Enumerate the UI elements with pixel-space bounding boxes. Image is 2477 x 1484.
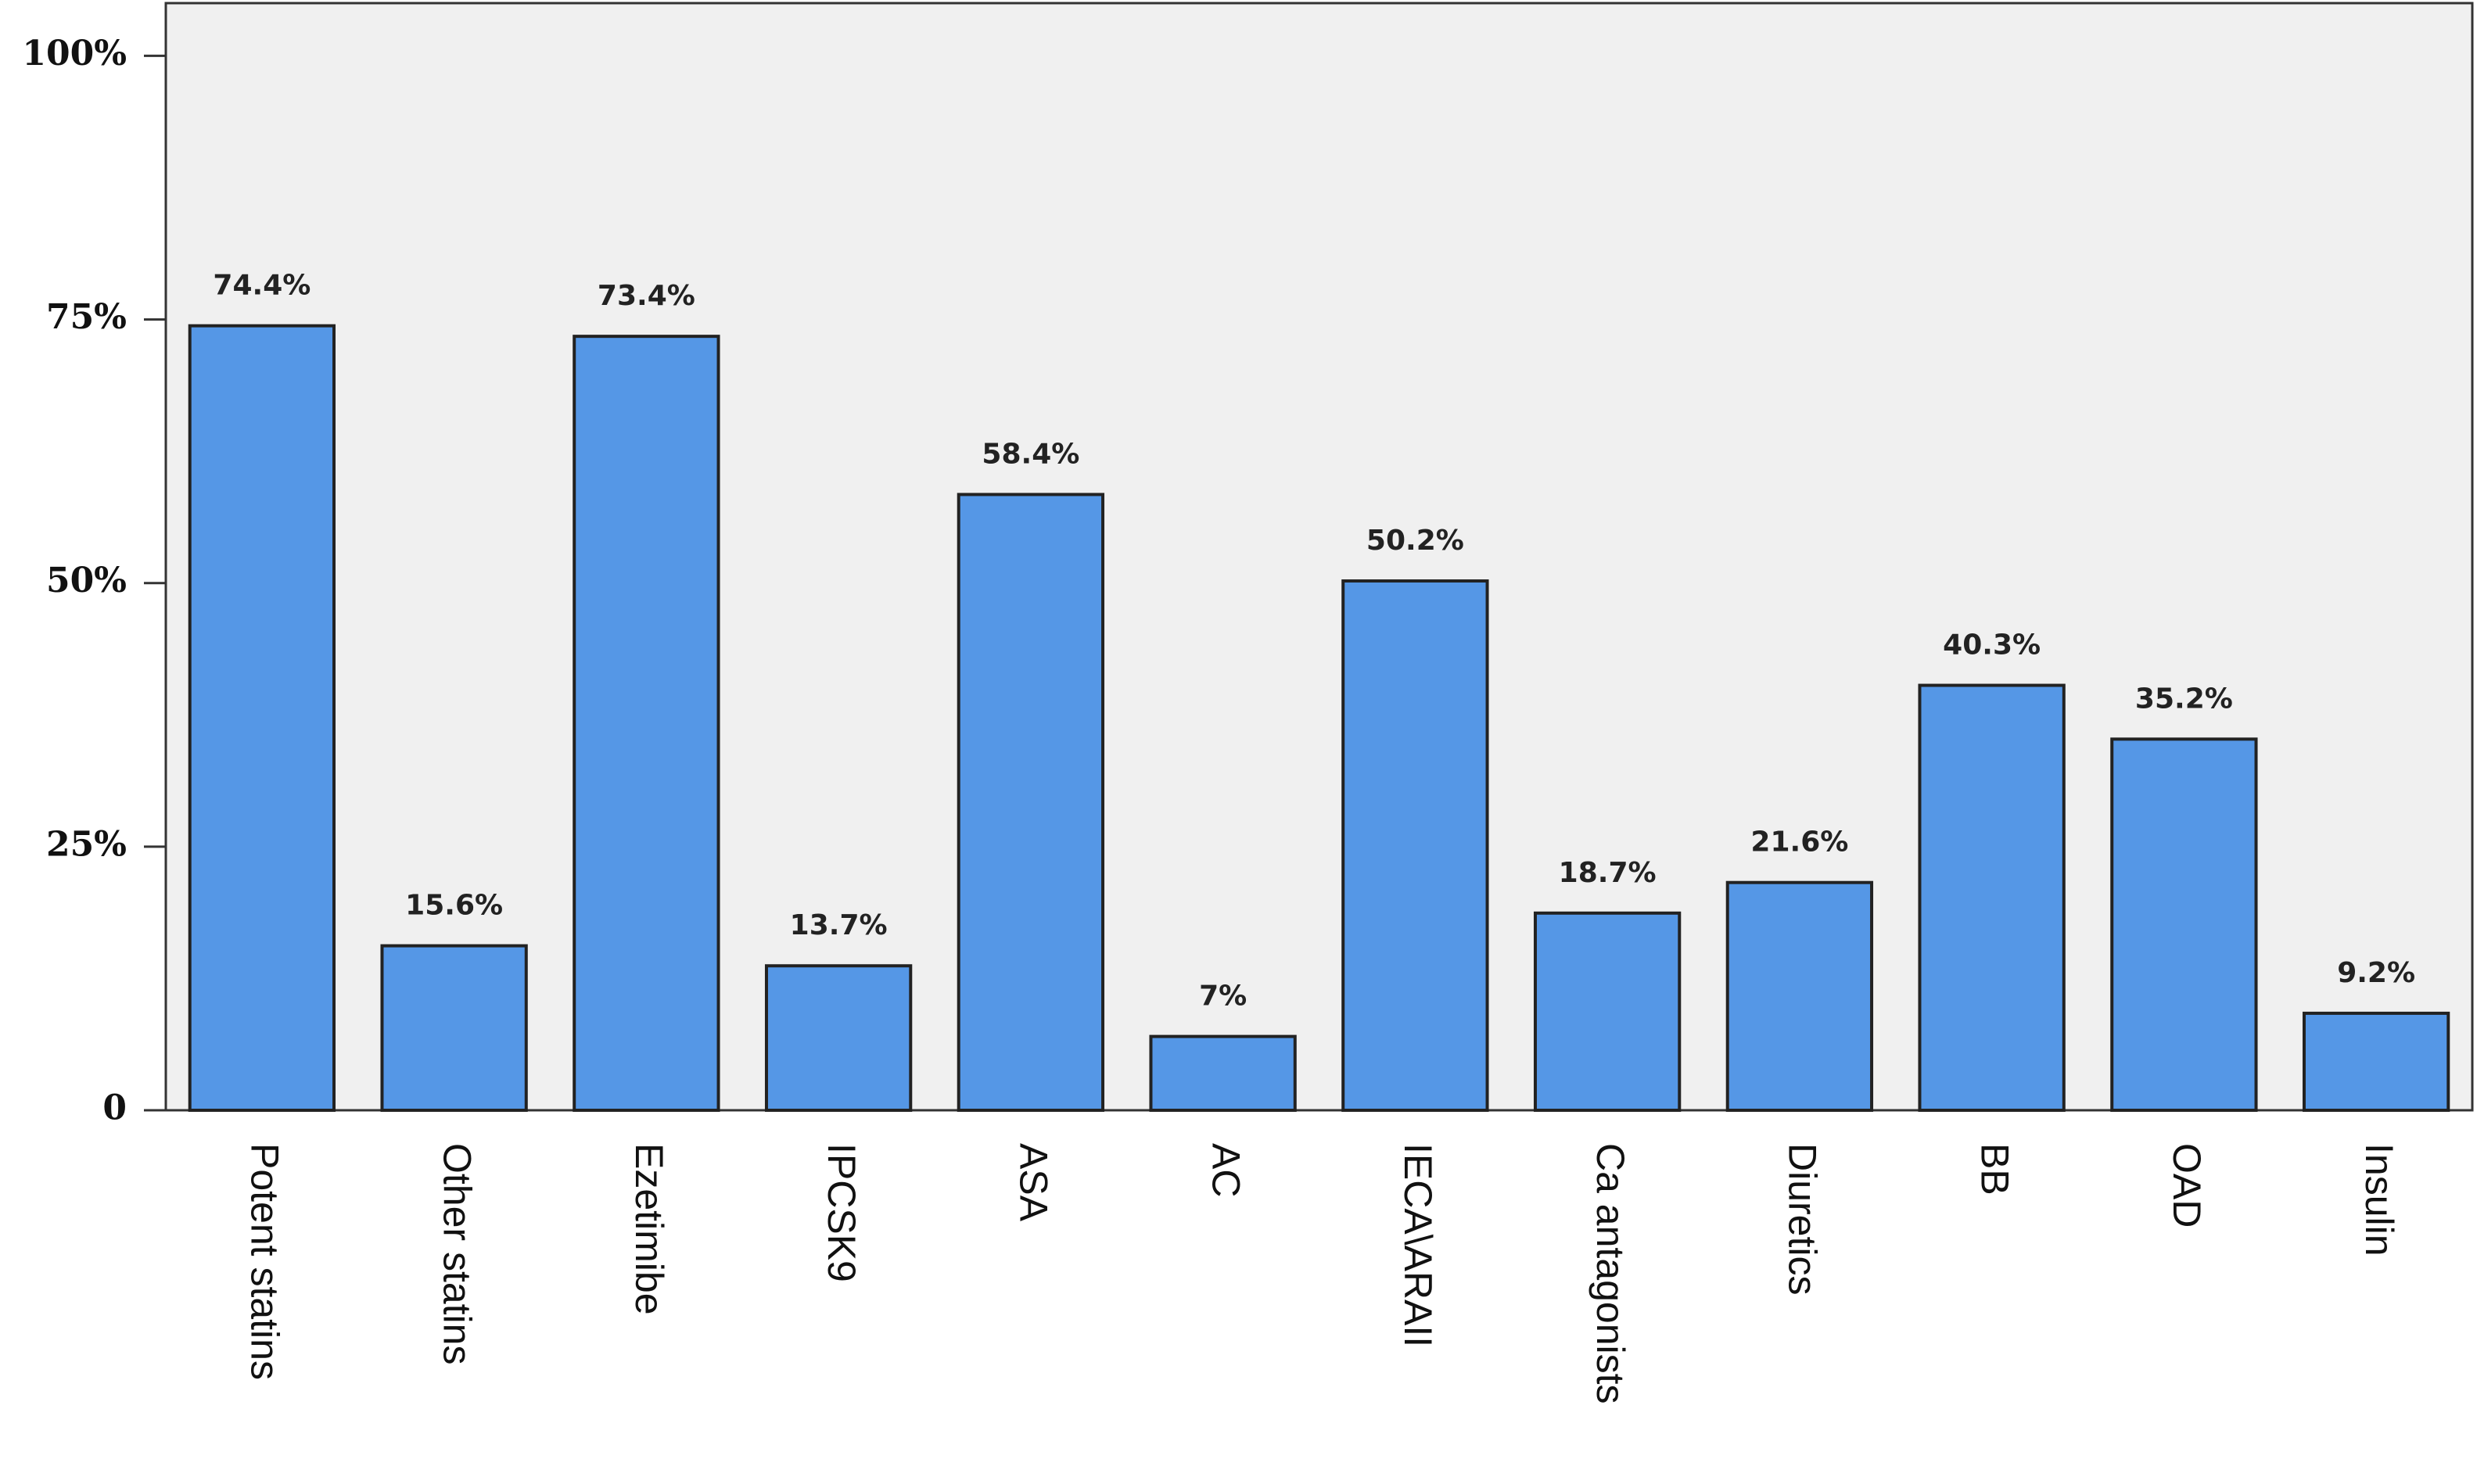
x-tick-label: ASA [1012, 1143, 1056, 1222]
value-label: 74.4% [213, 270, 311, 302]
x-tick-label: Ezetimibe [627, 1143, 671, 1315]
x-tick-label: Other statins [435, 1143, 479, 1364]
value-label: 35.2% [2135, 683, 2233, 715]
x-tick-label: BB [1973, 1143, 2016, 1195]
value-label: 15.6% [405, 890, 503, 922]
bar [380, 944, 528, 1112]
x-tick-label: Insulin [2357, 1143, 2401, 1256]
x-tick-label: Ca antagonists [1589, 1143, 1632, 1404]
bar [2110, 737, 2258, 1112]
bar [1725, 880, 1874, 1113]
x-tick-label: IPCSK9 [820, 1143, 863, 1282]
x-tick-label: Potent statins [243, 1143, 287, 1380]
value-label: 13.7% [790, 909, 888, 941]
x-tick-label: AC [1204, 1143, 1247, 1197]
value-label: 7% [1199, 980, 1247, 1013]
bar [1918, 683, 2066, 1112]
value-label: 73.4% [598, 280, 695, 312]
bar [957, 493, 1105, 1112]
value-label: 9.2% [2337, 957, 2415, 989]
x-tick-label: Diuretics [1781, 1143, 1825, 1295]
bar [188, 324, 336, 1113]
y-tick-label: 25% [46, 824, 127, 864]
x-tick-label: OAD [2165, 1143, 2209, 1228]
value-label: 40.3% [1943, 629, 2041, 661]
bar [1533, 911, 1682, 1112]
value-label: 50.2% [1366, 525, 1464, 557]
y-tick-label: 100% [22, 34, 127, 73]
y-tick-label: 0 [102, 1088, 127, 1128]
y-tick-label: 50% [46, 561, 127, 600]
bar [764, 964, 913, 1113]
plot-area [164, 2, 2474, 1112]
bar [1149, 1034, 1297, 1112]
bar [2302, 1011, 2450, 1112]
x-tick-label: IECA\ARAII [1396, 1143, 1440, 1347]
y-tick-label: 75% [46, 297, 127, 337]
value-label: 58.4% [982, 438, 1079, 470]
bar [1341, 579, 1489, 1112]
bar [573, 335, 720, 1112]
value-label: 21.6% [1750, 826, 1848, 858]
value-label: 18.7% [1559, 857, 1657, 889]
